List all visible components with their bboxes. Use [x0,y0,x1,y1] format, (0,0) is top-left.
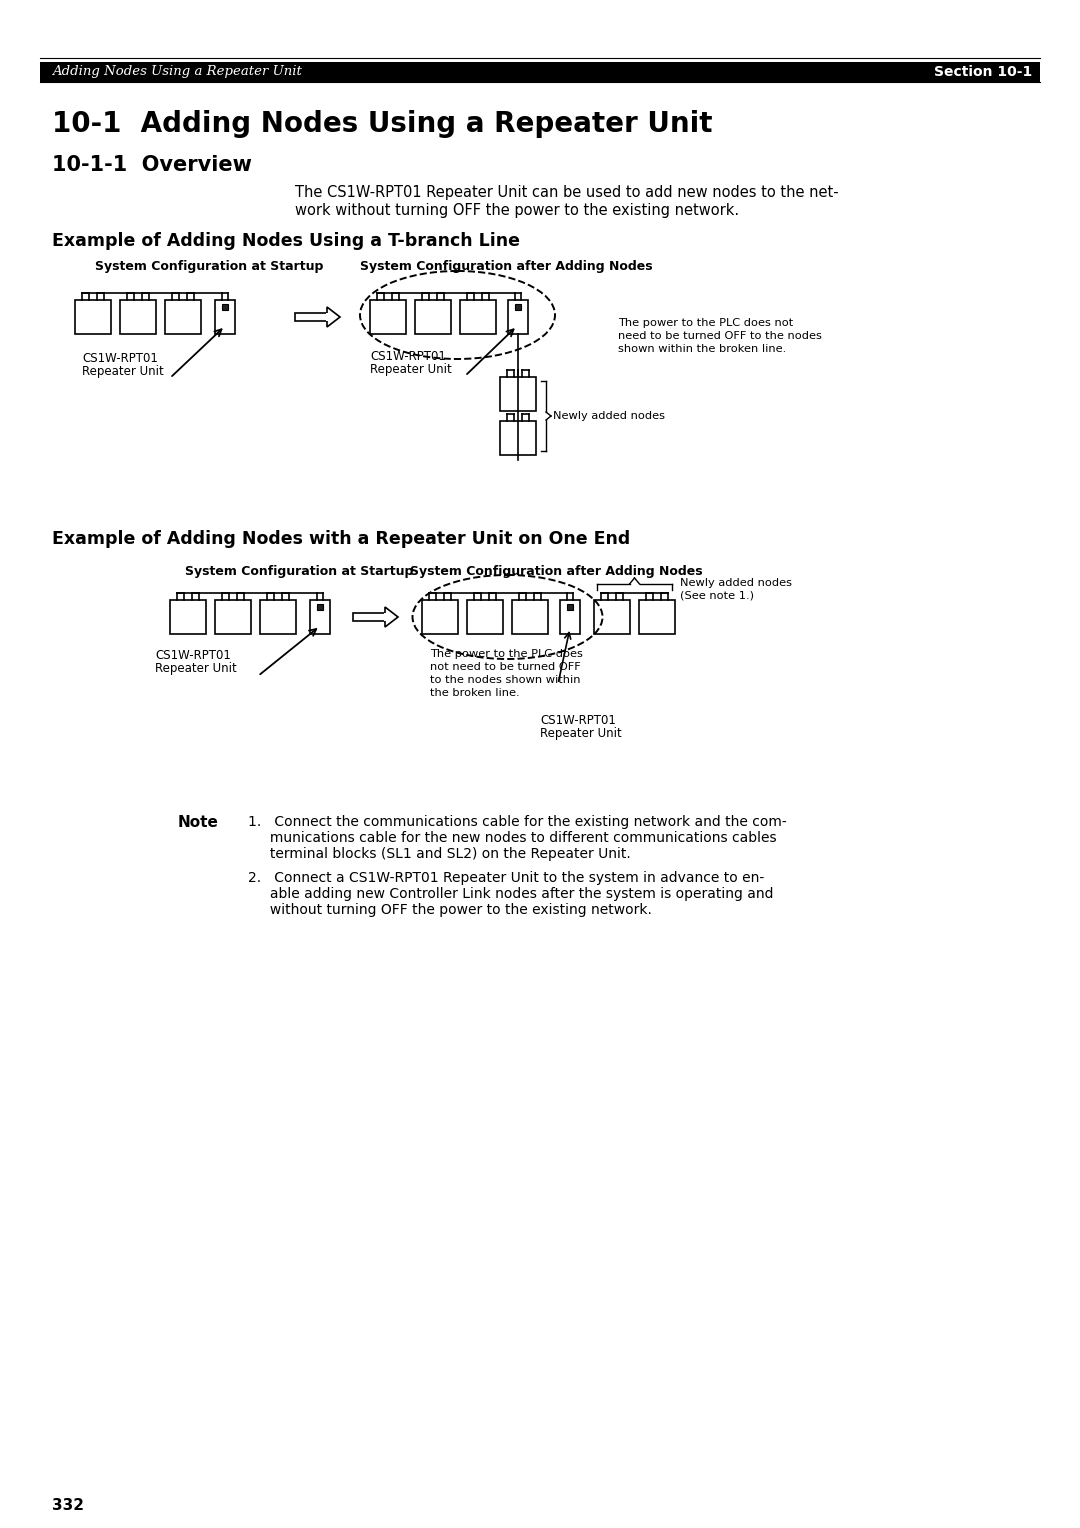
Polygon shape [327,307,340,327]
Bar [165,299,201,335]
Bar [318,604,323,610]
Text: to the nodes shown within: to the nodes shown within [430,675,581,685]
Text: System Configuration after Adding Nodes: System Configuration after Adding Nodes [360,260,652,274]
Bar [639,601,675,634]
Text: Repeater Unit: Repeater Unit [370,364,451,376]
Text: Repeater Unit: Repeater Unit [156,662,237,675]
Bar [500,422,536,455]
Text: (See note 1.): (See note 1.) [680,591,754,601]
Bar [415,299,451,335]
Text: Example of Adding Nodes with a Repeater Unit on One End: Example of Adding Nodes with a Repeater … [52,530,631,549]
Text: Newly added nodes: Newly added nodes [553,411,665,422]
Bar [215,601,251,634]
Text: CS1W-RPT01: CS1W-RPT01 [540,714,616,727]
Text: The power to the PLC does: The power to the PLC does [430,649,583,659]
Text: The power to the PLC does not: The power to the PLC does not [618,318,793,329]
Text: 1.   Connect the communications cable for the existing network and the com-: 1. Connect the communications cable for … [248,814,786,830]
Text: Repeater Unit: Repeater Unit [82,365,164,377]
Bar [170,601,206,634]
Text: able adding new Controller Link nodes after the system is operating and: able adding new Controller Link nodes af… [248,886,773,902]
Bar [467,601,503,634]
Text: 332: 332 [52,1497,84,1513]
Bar [567,604,573,610]
Text: Note: Note [178,814,219,830]
Bar [512,601,548,634]
Bar [75,299,111,335]
Text: not need to be turned OFF: not need to be turned OFF [430,662,581,672]
Text: System Configuration after Adding Nodes: System Configuration after Adding Nodes [410,565,703,578]
Text: CS1W-RPT01: CS1W-RPT01 [370,350,446,364]
Text: The CS1W-RPT01 Repeater Unit can be used to add new nodes to the net-: The CS1W-RPT01 Repeater Unit can be used… [295,185,839,200]
Text: munications cable for the new nodes to different communications cables: munications cable for the new nodes to d… [248,831,777,845]
Bar [353,613,384,620]
Bar [295,313,327,321]
Text: Section 10-1: Section 10-1 [934,66,1032,79]
Text: need to be turned OFF to the nodes: need to be turned OFF to the nodes [618,332,822,341]
Text: 2.   Connect a CS1W-RPT01 Repeater Unit to the system in advance to en-: 2. Connect a CS1W-RPT01 Repeater Unit to… [248,871,765,885]
Bar [215,299,235,335]
Text: 10-1  Adding Nodes Using a Repeater Unit: 10-1 Adding Nodes Using a Repeater Unit [52,110,713,138]
Bar [460,299,496,335]
Text: shown within the broken line.: shown within the broken line. [618,344,786,354]
Text: System Configuration at Startup: System Configuration at Startup [95,260,323,274]
Bar [384,613,386,620]
Bar [310,601,330,634]
Bar [508,299,528,335]
Bar [370,299,406,335]
Bar [40,63,1040,83]
Text: 10-1-1  Overview: 10-1-1 Overview [52,154,252,176]
Bar [120,299,156,335]
Bar [326,313,328,321]
Text: Example of Adding Nodes Using a T-branch Line: Example of Adding Nodes Using a T-branch… [52,232,519,251]
Text: the broken line.: the broken line. [430,688,519,698]
Bar [515,304,521,310]
Bar [500,377,536,411]
Polygon shape [384,607,399,626]
Bar [594,601,630,634]
Text: System Configuration at Startup: System Configuration at Startup [185,565,414,578]
Text: Repeater Unit: Repeater Unit [540,727,622,740]
Text: CS1W-RPT01: CS1W-RPT01 [82,351,158,365]
Text: without turning OFF the power to the existing network.: without turning OFF the power to the exi… [248,903,652,917]
Text: terminal blocks (SL1 and SL2) on the Repeater Unit.: terminal blocks (SL1 and SL2) on the Rep… [248,847,631,860]
Bar [260,601,296,634]
Bar [422,601,458,634]
Bar [561,601,580,634]
Text: work without turning OFF the power to the existing network.: work without turning OFF the power to th… [295,203,739,219]
Bar [222,304,228,310]
Text: Adding Nodes Using a Repeater Unit: Adding Nodes Using a Repeater Unit [52,66,302,78]
Text: CS1W-RPT01: CS1W-RPT01 [156,649,231,662]
Text: Newly added nodes: Newly added nodes [680,578,792,588]
